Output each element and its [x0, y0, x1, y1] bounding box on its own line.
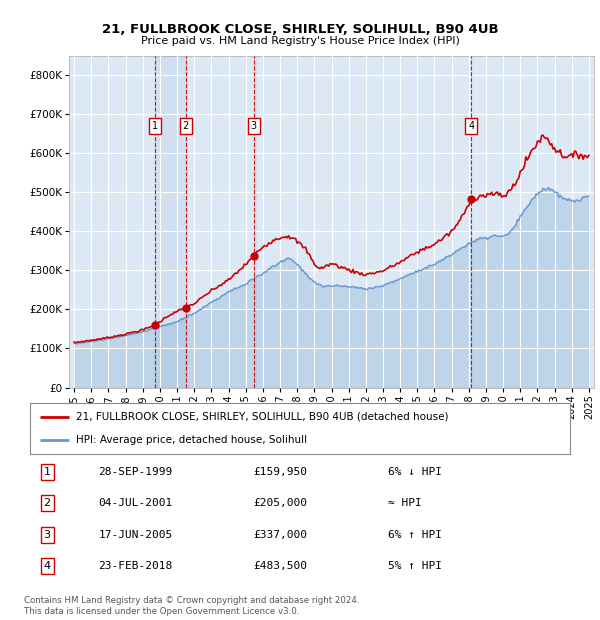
- Text: 2: 2: [44, 498, 51, 508]
- Bar: [155, 56, 185, 388]
- Text: 5% ↑ HPI: 5% ↑ HPI: [388, 561, 442, 571]
- Text: 3: 3: [251, 121, 257, 131]
- Text: 1: 1: [152, 121, 158, 131]
- Text: 1: 1: [44, 467, 50, 477]
- Text: 6% ↓ HPI: 6% ↓ HPI: [388, 467, 442, 477]
- Text: 21, FULLBROOK CLOSE, SHIRLEY, SOLIHULL, B90 4UB (detached house): 21, FULLBROOK CLOSE, SHIRLEY, SOLIHULL, …: [76, 412, 448, 422]
- Text: 4: 4: [44, 561, 51, 571]
- Text: HPI: Average price, detached house, Solihull: HPI: Average price, detached house, Soli…: [76, 435, 307, 445]
- Text: 17-JUN-2005: 17-JUN-2005: [98, 529, 173, 539]
- Text: Contains HM Land Registry data © Crown copyright and database right 2024.
This d: Contains HM Land Registry data © Crown c…: [24, 596, 359, 616]
- Text: £483,500: £483,500: [253, 561, 307, 571]
- Text: 23-FEB-2018: 23-FEB-2018: [98, 561, 173, 571]
- Text: ≈ HPI: ≈ HPI: [388, 498, 422, 508]
- Text: Price paid vs. HM Land Registry's House Price Index (HPI): Price paid vs. HM Land Registry's House …: [140, 36, 460, 46]
- Text: 21, FULLBROOK CLOSE, SHIRLEY, SOLIHULL, B90 4UB: 21, FULLBROOK CLOSE, SHIRLEY, SOLIHULL, …: [101, 23, 499, 36]
- Text: £159,950: £159,950: [253, 467, 307, 477]
- Text: 6% ↑ HPI: 6% ↑ HPI: [388, 529, 442, 539]
- Text: £337,000: £337,000: [253, 529, 307, 539]
- Bar: [254, 56, 256, 388]
- Text: 4: 4: [468, 121, 474, 131]
- Text: 04-JUL-2001: 04-JUL-2001: [98, 498, 173, 508]
- Text: 3: 3: [44, 529, 50, 539]
- Text: 28-SEP-1999: 28-SEP-1999: [98, 467, 173, 477]
- Text: £205,000: £205,000: [253, 498, 307, 508]
- Text: 2: 2: [182, 121, 189, 131]
